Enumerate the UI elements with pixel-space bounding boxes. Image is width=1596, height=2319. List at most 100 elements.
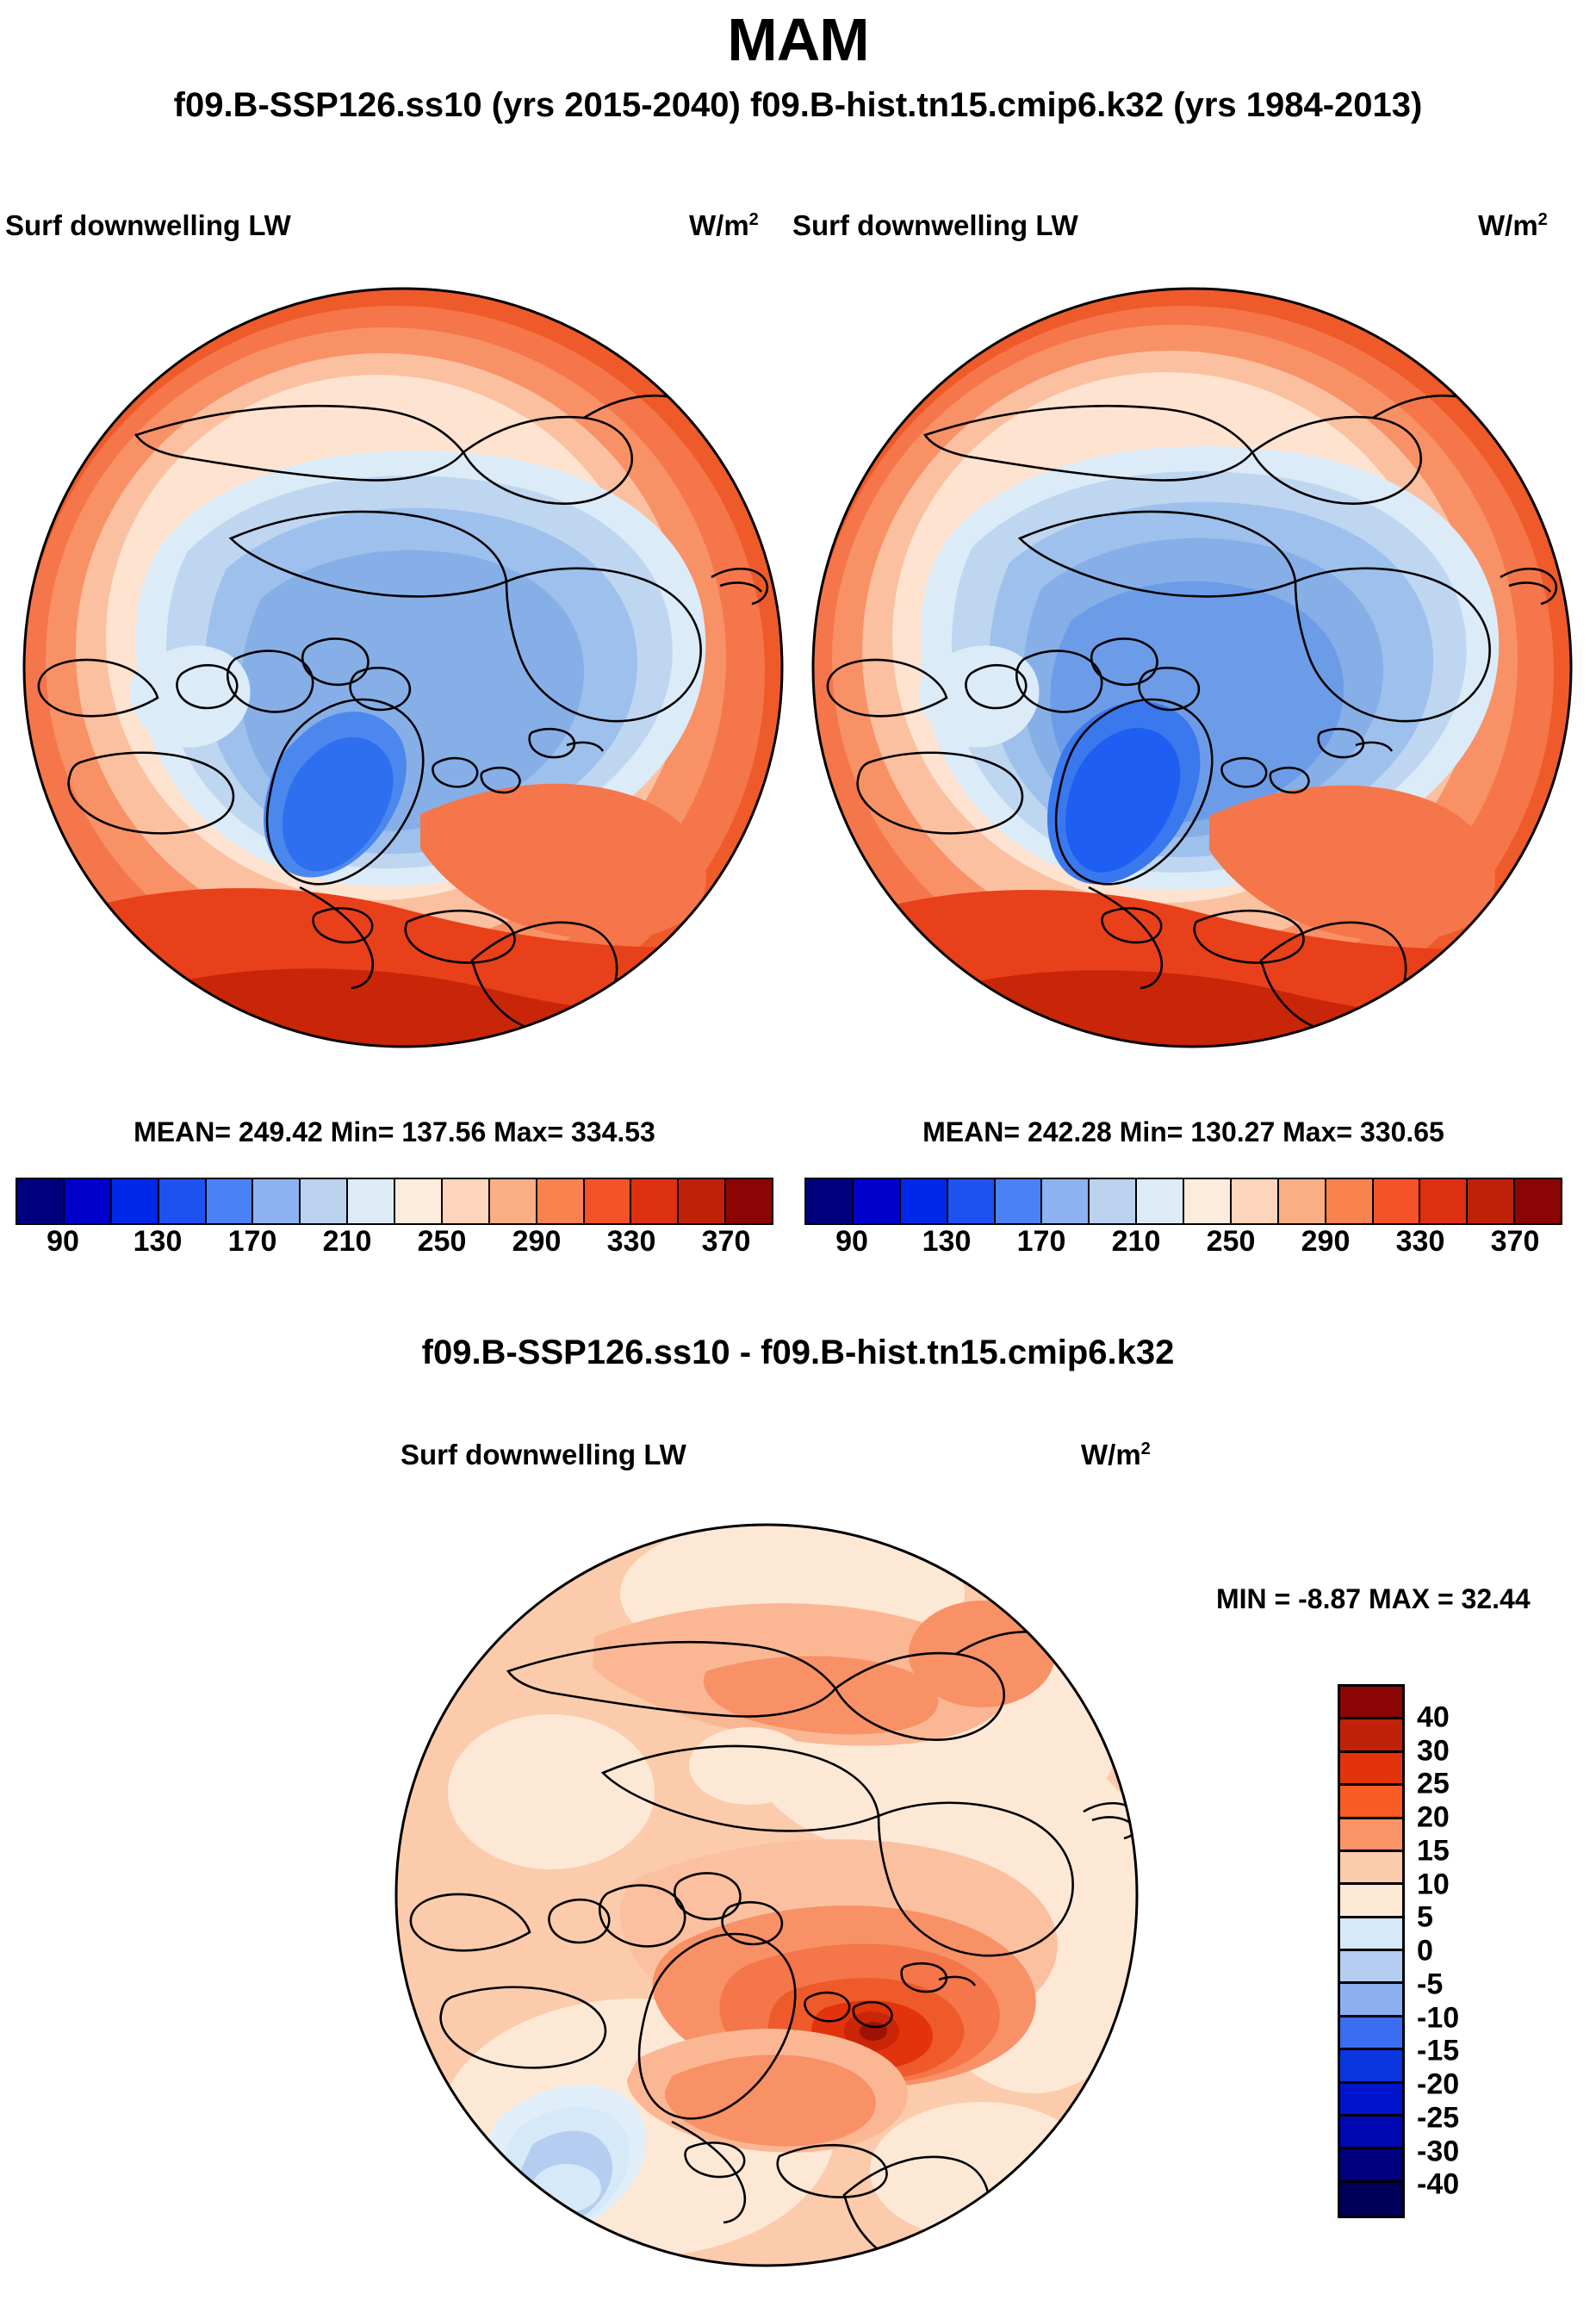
colorbar-tick-label: 130 xyxy=(922,1225,972,1258)
difference-colorbar xyxy=(1338,1684,1405,2218)
colorbar-cell xyxy=(1231,1179,1279,1223)
colorbar-cell xyxy=(301,1179,349,1223)
diff-panel-variable-label: Surf downwelling LW xyxy=(401,1439,686,1470)
colorbar-tick-label: 290 xyxy=(512,1225,562,1258)
left-panel-units: W/m2 xyxy=(689,209,759,242)
colorbar-cell xyxy=(442,1179,490,1223)
colorbar-cell xyxy=(1420,1179,1469,1223)
difference-title: f09.B-SSP126.ss10 - f09.B-hist.tn15.cmip… xyxy=(421,1334,1175,1371)
difference-colorbar-cell xyxy=(1340,1851,1402,1886)
difference-colorbar-tick-label: 25 xyxy=(1417,1767,1450,1800)
colorbar-cell xyxy=(1326,1179,1374,1223)
right-panel-units: W/m2 xyxy=(1478,209,1548,242)
diff-units-text: W/m xyxy=(1081,1439,1141,1470)
colorbar-tick-label: 250 xyxy=(417,1225,467,1258)
colorbar-tick-label: 330 xyxy=(1395,1225,1445,1258)
difference-colorbar-cell xyxy=(1340,2083,1402,2117)
colorbar-cell xyxy=(158,1179,207,1223)
left-colorbar-labels: 90 130 170 210 250 290 330 370 xyxy=(16,1225,773,1265)
right-colorbar xyxy=(804,1178,1562,1225)
colorbar-cell xyxy=(1184,1179,1232,1223)
difference-colorbar-cell xyxy=(1340,1885,1402,1918)
difference-colorbar-cell xyxy=(1340,1819,1402,1852)
colorbar-cell xyxy=(17,1179,65,1223)
difference-colorbar-cell xyxy=(1340,1984,1402,2017)
difference-colorbar-cell xyxy=(1340,2182,1402,2216)
page-title: MAM xyxy=(727,6,869,73)
difference-colorbar-tick-label: 5 xyxy=(1417,1900,1433,1934)
colorbar-tick-label: 330 xyxy=(606,1225,656,1258)
colorbar-cell xyxy=(900,1179,948,1223)
page-subtitle: f09.B-SSP126.ss10 (yrs 2015-2040) f09.B-… xyxy=(173,86,1423,124)
colorbar-cell xyxy=(1373,1179,1421,1223)
colorbar-cell xyxy=(64,1179,112,1223)
left-polar-map xyxy=(22,287,784,1048)
right-units-exponent: 2 xyxy=(1537,210,1548,229)
colorbar-tick-label: 370 xyxy=(1490,1225,1540,1258)
difference-colorbar-cell xyxy=(1340,2116,1402,2150)
colorbar-cell xyxy=(1278,1179,1326,1223)
diff-panel-units: W/m2 xyxy=(1081,1439,1151,1471)
difference-colorbar-tick-label: 15 xyxy=(1417,1834,1450,1868)
colorbar-tick-label: 170 xyxy=(1016,1225,1066,1258)
right-polar-map xyxy=(811,287,1573,1048)
difference-colorbar-cell xyxy=(1340,1918,1402,1951)
difference-colorbar-tick-label: 10 xyxy=(1417,1868,1450,1900)
colorbar-cell xyxy=(111,1179,159,1223)
difference-colorbar-cell xyxy=(1340,1786,1402,1819)
colorbar-tick-label: 210 xyxy=(322,1225,372,1258)
difference-polar-map xyxy=(394,1523,1139,2267)
difference-colorbar-tick-label: -5 xyxy=(1417,1968,1444,2001)
left-units-text: W/m xyxy=(689,209,749,241)
difference-colorbar-cell xyxy=(1340,1951,1402,1985)
colorbar-tick-label: 130 xyxy=(133,1225,183,1258)
difference-colorbar-tick-label: 20 xyxy=(1417,1800,1450,1834)
colorbar-cell xyxy=(806,1179,854,1223)
colorbar-cell xyxy=(679,1179,727,1223)
colorbar-cell xyxy=(1468,1179,1516,1223)
difference-colorbar-cell xyxy=(1340,2017,1402,2051)
difference-colorbar-tick-label: -30 xyxy=(1417,2135,1460,2167)
colorbar-tick-label: 90 xyxy=(835,1225,868,1258)
colorbar-cell xyxy=(1042,1179,1090,1223)
colorbar-cell xyxy=(253,1179,301,1223)
difference-colorbar-cell xyxy=(1340,1687,1402,1720)
colorbar-tick-label: 290 xyxy=(1301,1225,1351,1258)
colorbar-cell xyxy=(1515,1179,1561,1223)
colorbar-cell xyxy=(489,1179,537,1223)
colorbar-cell xyxy=(947,1179,996,1223)
right-panel-stats: MEAN= 242.28 Min= 130.27 Max= 330.65 xyxy=(922,1116,1444,1147)
difference-colorbar-tick-label: -40 xyxy=(1417,2167,1460,2201)
diff-units-exponent: 2 xyxy=(1140,1439,1151,1458)
colorbar-cell xyxy=(537,1179,585,1223)
colorbar-cell xyxy=(584,1179,632,1223)
difference-colorbar-tick-label: -15 xyxy=(1417,2034,1460,2067)
left-panel-stats: MEAN= 249.42 Min= 137.56 Max= 334.53 xyxy=(134,1116,655,1147)
right-colorbar-labels: 90 130 170 210 250 290 330 370 xyxy=(804,1225,1562,1265)
colorbar-tick-label: 250 xyxy=(1206,1225,1256,1258)
right-units-text: W/m xyxy=(1478,209,1538,241)
colorbar-cell xyxy=(206,1179,254,1223)
colorbar-cell xyxy=(995,1179,1043,1223)
left-panel-variable-label: Surf downwelling LW xyxy=(5,209,291,241)
difference-colorbar-tick-label: 40 xyxy=(1417,1700,1450,1734)
colorbar-cell xyxy=(348,1179,395,1223)
colorbar-tick-label: 170 xyxy=(227,1225,277,1258)
difference-colorbar-tick-label: -20 xyxy=(1417,2067,1460,2101)
colorbar-cell xyxy=(395,1179,443,1223)
difference-colorbar-cell xyxy=(1340,2050,1402,2084)
colorbar-cell xyxy=(631,1179,680,1223)
difference-colorbar-cell xyxy=(1340,2149,1402,2183)
colorbar-cell xyxy=(1137,1179,1184,1223)
colorbar-cell xyxy=(726,1179,772,1223)
colorbar-cell xyxy=(1090,1179,1138,1223)
colorbar-tick-label: 370 xyxy=(701,1225,751,1258)
difference-colorbar-tick-label: 30 xyxy=(1417,1734,1450,1767)
colorbar-cell xyxy=(853,1179,901,1223)
difference-colorbar-labels: 40 30 25 20 15 10 5 0 -5 -10 -15 -20 -25 -30 -40 xyxy=(1417,1684,1546,2218)
difference-colorbar-cell xyxy=(1340,1752,1402,1787)
left-colorbar xyxy=(16,1178,773,1225)
difference-minmax: MIN = -8.87 MAX = 32.44 xyxy=(1216,1583,1531,1614)
difference-colorbar-tick-label: -10 xyxy=(1417,2001,1460,2034)
difference-colorbar-tick-label: 0 xyxy=(1417,1934,1433,1968)
